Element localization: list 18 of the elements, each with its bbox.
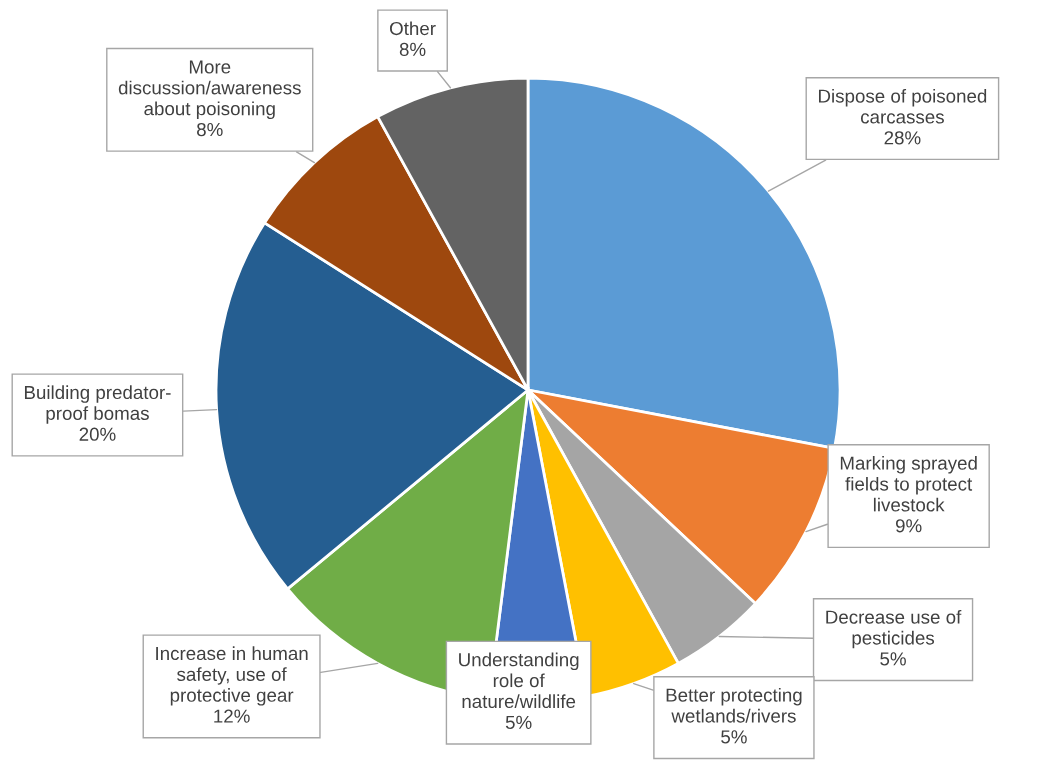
data-label: 12% [214, 709, 250, 723]
data-label: 9% [895, 519, 922, 533]
slice-label: Better protecting wetlands/rivers [666, 687, 802, 723]
data-label: 5% [721, 730, 747, 744]
slice-label: Decrease use of pesticides [826, 610, 962, 649]
slice-label: Understanding role of nature/wildlife [459, 652, 579, 709]
slice-label: Building predator- proof bomas [24, 385, 171, 424]
data-label: 8% [399, 42, 426, 57]
data-label: 8% [197, 122, 223, 137]
slice-label: More discussion/awareness about poisoning [118, 60, 301, 120]
slice-label: Increase in human safety, use of protective gear [156, 646, 308, 706]
slice-label: Other [390, 21, 436, 36]
slice-label: Marking sprayed fields to protect livestock [840, 456, 977, 512]
data-label: 5% [505, 715, 532, 729]
slice-label: Dispose of poisoned carcasses [818, 88, 987, 124]
data-label: 28% [884, 131, 921, 145]
data-label: 20% [79, 427, 116, 441]
data-label: 5% [880, 652, 906, 666]
